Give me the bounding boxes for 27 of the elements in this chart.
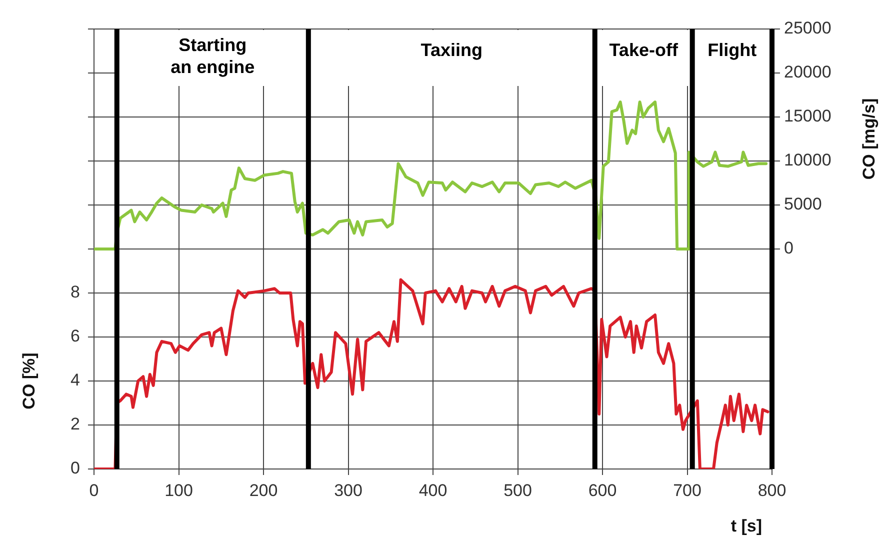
x-tick-label: 100 (164, 480, 193, 500)
band-label: Taxiing (420, 40, 482, 60)
y-tick-label: 0 (70, 458, 80, 478)
y-tick-label: 8 (70, 282, 80, 302)
y-axis-title: CO [%] (20, 352, 39, 410)
x-tick-label: 400 (418, 480, 448, 500)
x-tick-label: 700 (673, 480, 702, 500)
y2-tick-label: 0 (784, 238, 794, 258)
band-label: Starting an engine (170, 34, 255, 77)
y2-tick-label: 20000 (784, 62, 832, 82)
x-tick-label: 200 (249, 480, 278, 500)
x-tick-label: 300 (334, 480, 362, 500)
y2-tick-label: 5000 (784, 194, 822, 214)
y2-tick-label: 15000 (784, 106, 832, 126)
y-tick-label: 2 (70, 414, 80, 434)
y-tick-label: 6 (70, 326, 80, 346)
y2-tick-label: 25000 (784, 18, 832, 38)
y-tick-label: 4 (70, 370, 80, 390)
x-tick-label: 800 (758, 480, 786, 500)
x-tick-label: 500 (504, 480, 532, 500)
band-label: Flight (708, 40, 757, 60)
y2-tick-label: 10000 (784, 150, 832, 170)
x-tick-label: 600 (588, 480, 617, 500)
y2-axis-title: CO [mg/s] (860, 98, 879, 180)
band-label: Take-off (609, 40, 679, 60)
x-tick-label: 0 (89, 480, 99, 500)
x-axis-title: t [s] (730, 516, 762, 536)
